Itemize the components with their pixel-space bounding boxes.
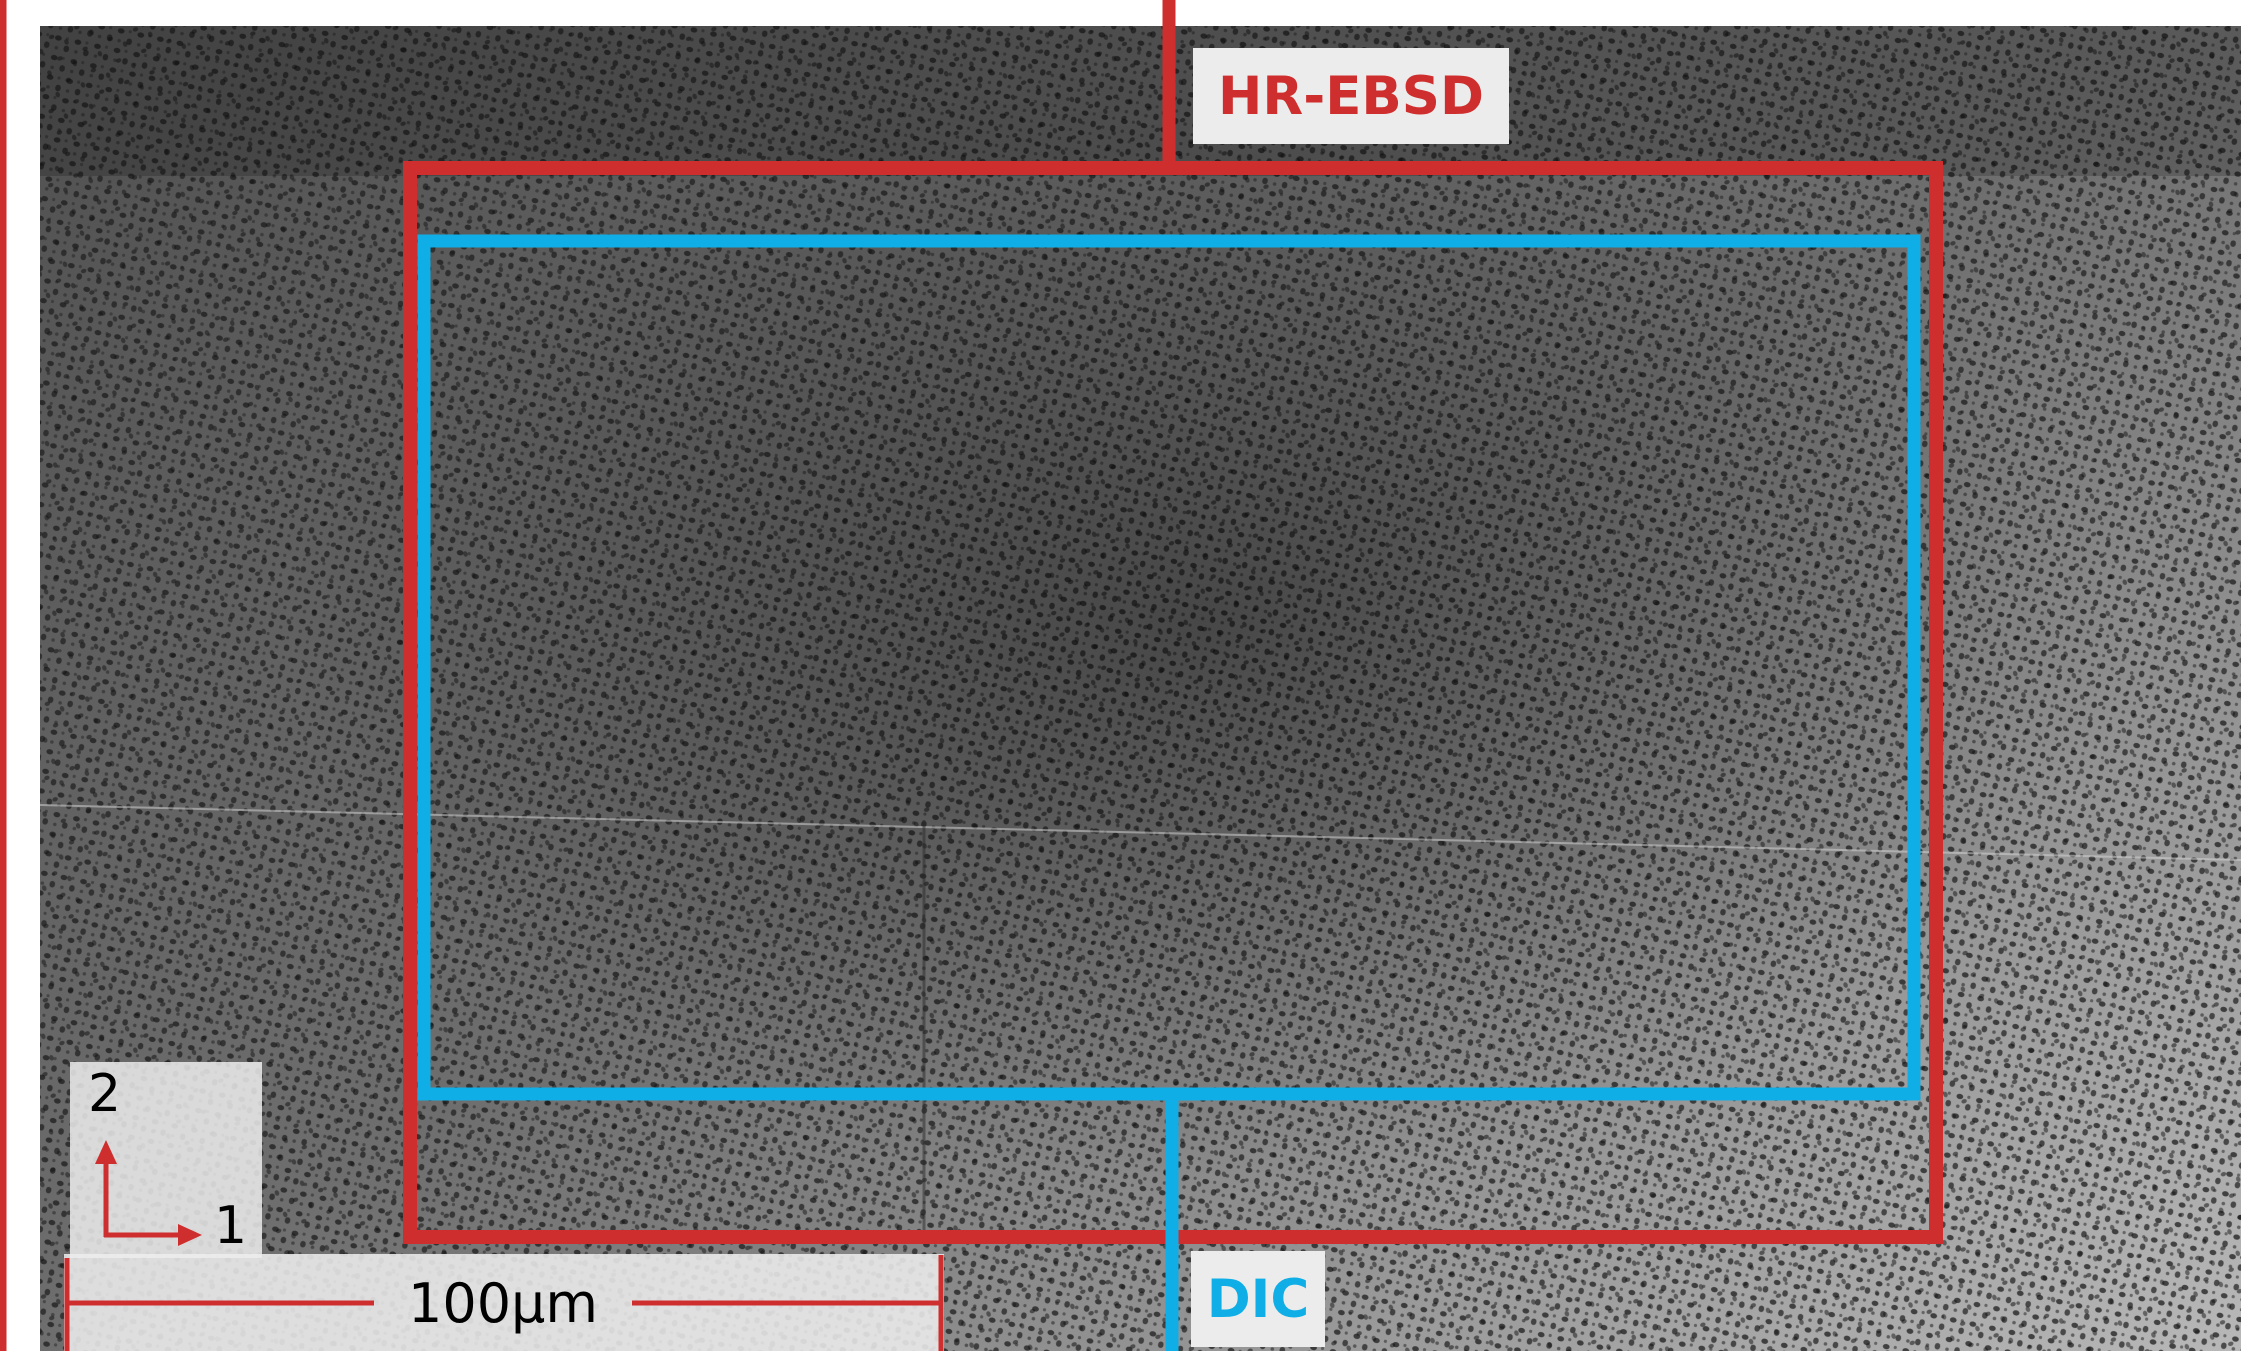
hr-ebsd-label-background [1193, 48, 1509, 144]
axis-1-label: 1 [214, 1196, 248, 1256]
hr-ebsd-label: HR-EBSD [1218, 65, 1484, 127]
axis-1-arrowhead [178, 1224, 202, 1246]
dic-label: DIC [1206, 1268, 1310, 1330]
dic-label-background [1191, 1251, 1325, 1347]
scale-bar-label: 100µm [407, 1272, 599, 1335]
axis-2-label: 2 [88, 1064, 122, 1124]
axis-2-arrowhead [95, 1140, 117, 1164]
